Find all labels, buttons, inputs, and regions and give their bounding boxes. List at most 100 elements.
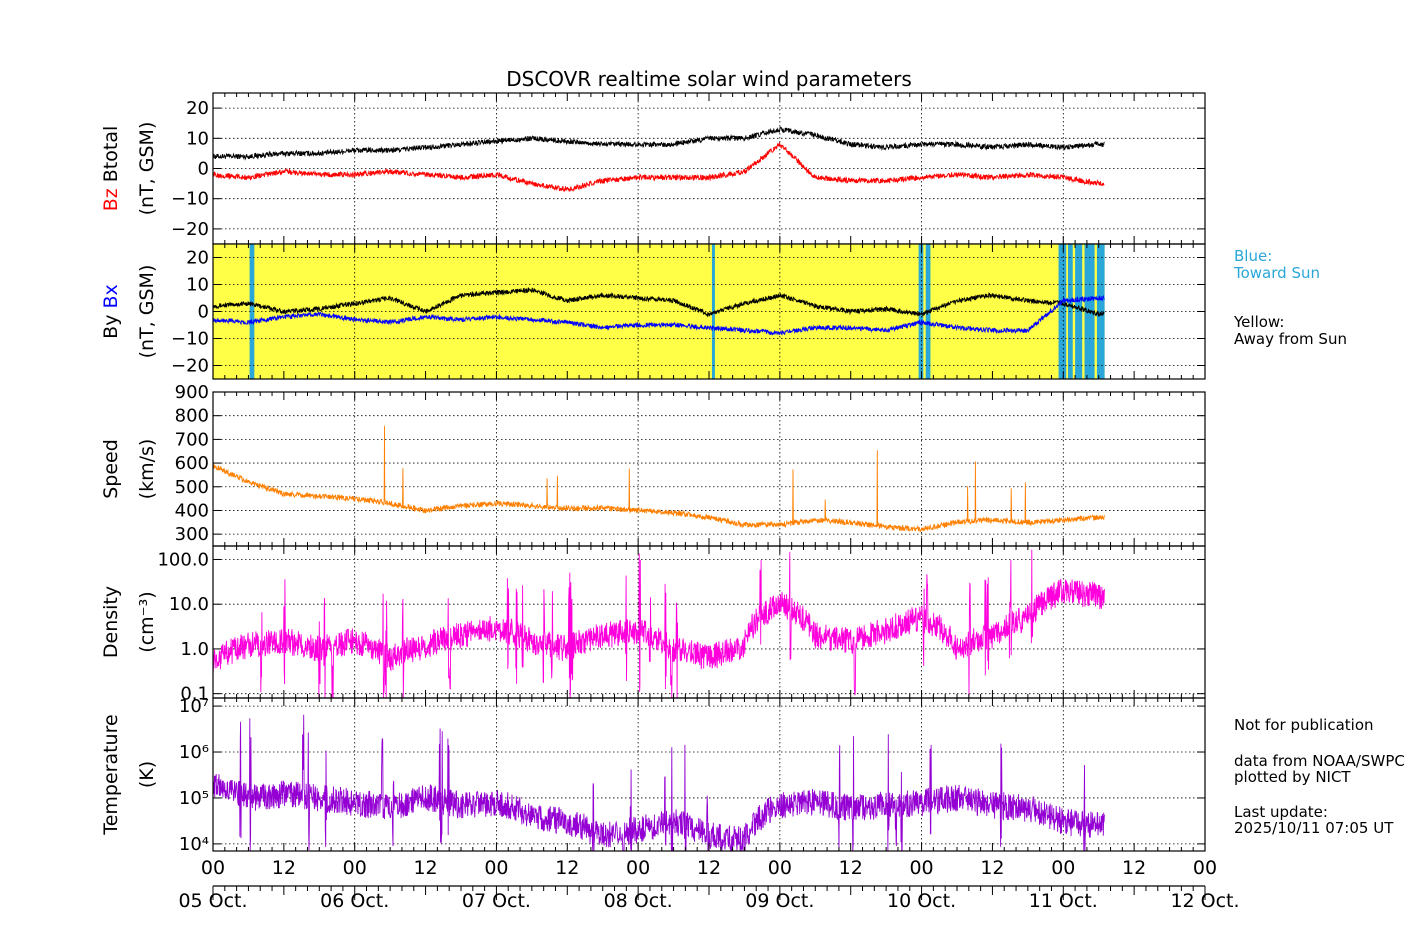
y-tick-label: 400 (175, 500, 209, 521)
side-notes: Blue: Toward Sun Yellow: Away from Sun N… (1233, 247, 1405, 837)
date-tick-label: 07 Oct. (462, 890, 531, 912)
panel-ticks (212, 391, 1206, 546)
series-btotal (212, 126, 1105, 161)
y-tick-label: 700 (175, 429, 209, 450)
panel-grid (212, 391, 1206, 546)
y-tick-label: 0.1 (180, 684, 209, 705)
hour-tick-label: 12 (413, 857, 437, 879)
y-tick-label: 0 (198, 159, 209, 180)
panel-grid (212, 93, 1206, 244)
hour-tick-label: 00 (626, 857, 650, 879)
series-bz (212, 141, 1105, 192)
hour-tick-label: 00 (768, 857, 792, 879)
y-axis-unit-density: (cm⁻³) (136, 591, 158, 652)
y-tick-label: −10 (171, 329, 209, 350)
y-axis-unit-temperature: (K) (136, 761, 158, 788)
date-tick-label: 12 Oct. (1170, 890, 1239, 912)
series-bx (212, 295, 1105, 336)
panel-grid (212, 698, 1206, 851)
date-tick-label: 06 Oct. (320, 890, 389, 912)
hour-tick-label: 00 (1193, 857, 1217, 879)
panel-temperature: 10⁴ 10⁵ 10⁶ 10⁷ Temperature (K) (100, 696, 1206, 855)
hour-tick-label: 12 (697, 857, 721, 879)
not-for-publication-note: Not for publication (1234, 716, 1374, 734)
toward-sun-band-8 (1096, 244, 1105, 379)
hour-tick-label: 12 (1122, 857, 1146, 879)
away-sun-note-detail: Away from Sun (1234, 330, 1347, 348)
y-tick-label: 900 (175, 382, 209, 403)
y-tick-label: 500 (175, 477, 209, 498)
y-axis-label-temperature: Temperature (100, 714, 122, 835)
series-speed (212, 425, 1105, 533)
y-tick-label: 10⁴ (179, 834, 209, 855)
panel-ticks (212, 546, 1206, 698)
y-axis-unit-by_bx: (nT, GSM) (136, 265, 158, 359)
away-sun-note-label: Yellow: (1233, 313, 1284, 331)
y-label-part: By (100, 315, 122, 339)
y-tick-label: 100.0 (157, 549, 209, 570)
y-tick-label: 10⁷ (179, 696, 209, 717)
y-label-part: Density (100, 586, 122, 658)
toward-sun-note-label: Blue: (1234, 247, 1272, 265)
panel-frame (212, 391, 1206, 547)
y-tick-label: 1.0 (180, 639, 209, 660)
y-axis-unit-btotal_bz: (nT, GSM) (136, 122, 158, 216)
y-label-part: Speed (100, 439, 122, 499)
plotted-by-note: plotted by NICT (1234, 768, 1351, 786)
y-tick-label: 300 (175, 524, 209, 545)
date-tick-label: 10 Oct. (887, 890, 956, 912)
y-axis-label-btotal_bz: Bz Btotal (100, 126, 122, 212)
y-tick-label: 10 (186, 275, 209, 296)
y-tick-label: 0 (198, 302, 209, 323)
y-axis-label-density: Density (100, 586, 122, 658)
y-label-part: Temperature (100, 714, 122, 835)
y-label-part: Bx (100, 284, 122, 314)
away-sun-background (213, 244, 1105, 379)
hour-tick-label: 00 (1051, 857, 1075, 879)
panel-btotal_bz: −20 −10 0 10 20 Bz Btotal (nT, GSM) (100, 92, 1206, 245)
panels-layer: −20 −10 0 10 20 Bz Btotal (nT, GSM) −20 −10 0 10 20… (100, 92, 1206, 855)
last-update-label: Last update: (1234, 803, 1328, 821)
hour-tick-label: 12 (272, 857, 296, 879)
y-tick-label: −10 (171, 189, 209, 210)
y-tick-label: 20 (186, 98, 209, 119)
chart-title: DSCOVR realtime solar wind parameters (506, 67, 912, 91)
hour-tick-label: 12 (555, 857, 579, 879)
hour-tick-label: 00 (484, 857, 508, 879)
hour-tick-label: 00 (343, 857, 367, 879)
date-tick-label: 09 Oct. (745, 890, 814, 912)
data-source-note: data from NOAA/SWPC (1234, 752, 1405, 770)
y-axis-unit-speed: (km/s) (136, 439, 158, 500)
panel-frame (212, 697, 1206, 852)
y-tick-label: −20 (171, 356, 209, 377)
hour-tick-label: 12 (839, 857, 863, 879)
hour-tick-label: 00 (201, 857, 225, 879)
y-tick-label: 20 (186, 248, 209, 269)
hour-tick-label: 12 (980, 857, 1004, 879)
y-tick-label: −20 (171, 219, 209, 240)
y-tick-label: 800 (175, 406, 209, 427)
y-axis-label-speed: Speed (100, 439, 122, 499)
toward-sun-band-2 (918, 244, 924, 379)
date-tick-label: 05 Oct. (178, 890, 247, 912)
toward-sun-note-detail: Toward Sun (1233, 264, 1320, 282)
panel-density: 0.1 1.0 10.0 100.0 Density (cm⁻³) (100, 545, 1206, 705)
panel-frame (212, 545, 1206, 699)
date-tick-label: 08 Oct. (604, 890, 673, 912)
panel-ticks (212, 93, 1206, 244)
series-temperature (212, 714, 1105, 852)
y-tick-label: 10⁶ (179, 742, 209, 763)
y-tick-label: 10 (186, 128, 209, 149)
toward-sun-band-0 (249, 244, 255, 379)
hour-tick-label: 00 (909, 857, 933, 879)
panel-grid (212, 546, 1206, 698)
series-by (212, 287, 1105, 318)
y-tick-label: 10⁵ (179, 788, 209, 809)
panel-ticks (212, 244, 1206, 379)
last-update-value: 2025/10/11 07:05 UT (1234, 819, 1394, 837)
y-tick-label: 600 (175, 453, 209, 474)
panel-by_bx: −20 −10 0 10 20 By Bx (nT, GSM) (100, 243, 1206, 380)
x-axis: 00 12 00 12 00 12 00 12 00 12 00 12 00 12 00 05 Oct. 06 … (178, 857, 1239, 912)
